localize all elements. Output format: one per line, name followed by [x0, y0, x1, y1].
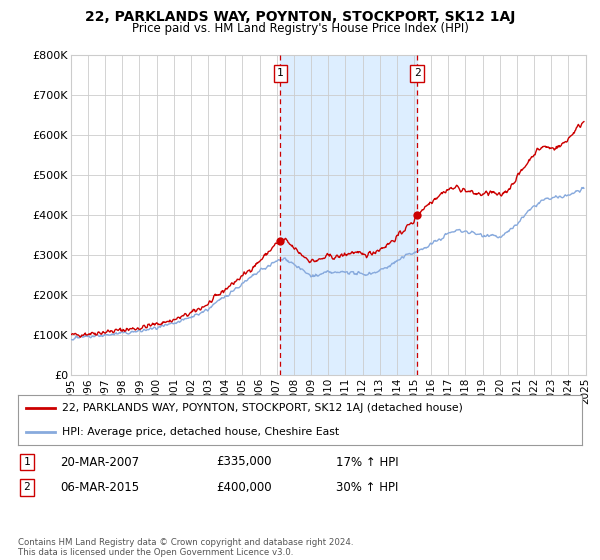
Text: 17% ↑ HPI: 17% ↑ HPI [336, 455, 398, 469]
Bar [280, 55, 417, 375]
Text: 22, PARKLANDS WAY, POYNTON, STOCKPORT, SK12 1AJ (detached house): 22, PARKLANDS WAY, POYNTON, STOCKPORT, S… [62, 403, 463, 413]
Text: £400,000: £400,000 [216, 480, 272, 494]
Text: 22, PARKLANDS WAY, POYNTON, STOCKPORT, SK12 1AJ: 22, PARKLANDS WAY, POYNTON, STOCKPORT, S… [85, 10, 515, 24]
Text: £335,000: £335,000 [216, 455, 271, 469]
Text: HPI: Average price, detached house, Cheshire East: HPI: Average price, detached house, Ches… [62, 427, 339, 437]
Text: 30% ↑ HPI: 30% ↑ HPI [336, 480, 398, 494]
Text: 06-MAR-2015: 06-MAR-2015 [60, 480, 139, 494]
Text: 20-MAR-2007: 20-MAR-2007 [60, 455, 139, 469]
Text: Contains HM Land Registry data © Crown copyright and database right 2024.
This d: Contains HM Land Registry data © Crown c… [18, 538, 353, 557]
Text: 2: 2 [23, 482, 31, 492]
Text: 2: 2 [414, 68, 421, 78]
Text: 1: 1 [23, 457, 31, 467]
Text: Price paid vs. HM Land Registry's House Price Index (HPI): Price paid vs. HM Land Registry's House … [131, 22, 469, 35]
Text: 1: 1 [277, 68, 284, 78]
